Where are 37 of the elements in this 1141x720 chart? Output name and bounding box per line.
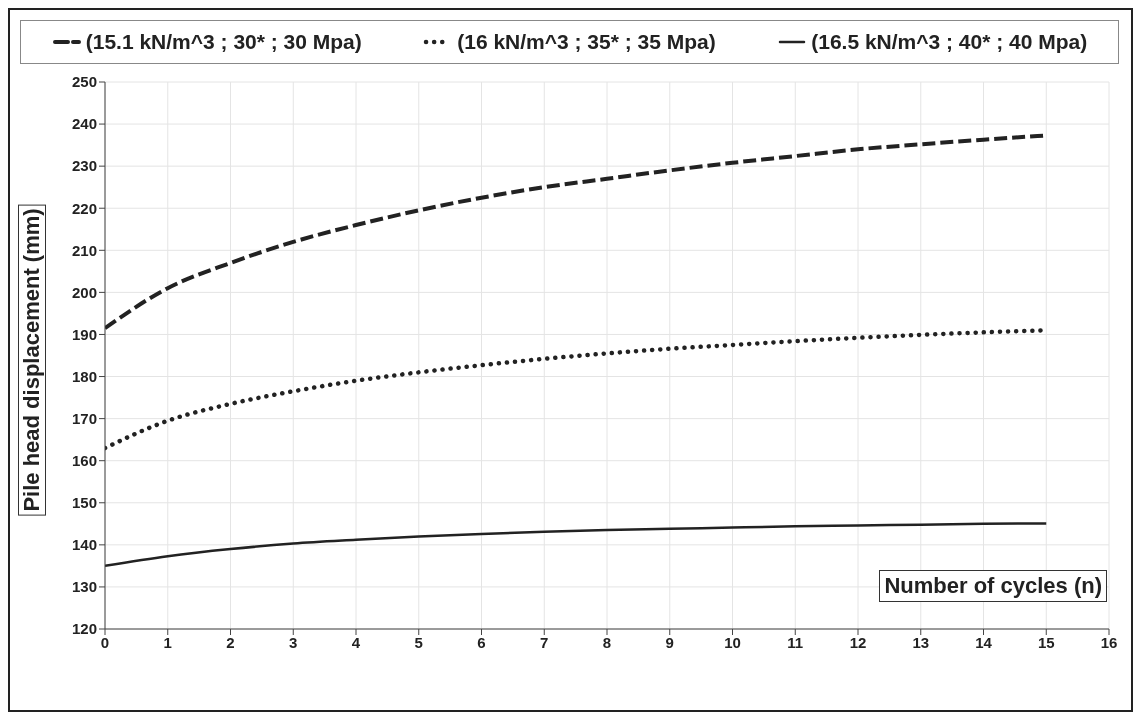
x-tick-label: 3 (289, 633, 298, 651)
y-tick-label: 200 (71, 283, 97, 301)
x-tick-label: 6 (477, 633, 486, 651)
x-tick-label: 9 (665, 633, 674, 651)
y-tick-label: 190 (71, 325, 97, 343)
legend-label: (16 kN/m^3 ; 35* ; 35 Mpa) (457, 30, 716, 54)
y-tick-label: 250 (71, 73, 97, 91)
x-tick-label: 4 (351, 633, 361, 651)
x-tick-label: 8 (602, 633, 612, 651)
y-tick-label: 230 (71, 157, 97, 175)
x-tick-label: 16 (1100, 633, 1118, 651)
y-tick-label: 160 (71, 452, 97, 470)
x-tick-label: 13 (912, 633, 930, 651)
y-tick-label: 170 (71, 409, 97, 427)
y-tick-label: 240 (71, 115, 97, 133)
x-tick-label: 5 (414, 633, 423, 651)
x-tick-label: 14 (975, 633, 993, 651)
y-tick-label: 220 (71, 199, 97, 217)
x-tick-label: 7 (540, 633, 549, 651)
y-tick-label: 180 (71, 367, 97, 385)
x-tick-label: 2 (226, 633, 235, 651)
x-tick-label: 0 (100, 633, 110, 651)
x-tick-label: 15 (1037, 633, 1055, 651)
x-tick-label: 11 (787, 633, 804, 651)
legend-label: (15.1 kN/m^3 ; 30* ; 30 Mpa) (85, 30, 362, 54)
y-tick-label: 140 (71, 536, 97, 554)
y-tick-label: 210 (71, 241, 97, 259)
x-tick-label: 1 (163, 633, 172, 651)
legend-label: (16.5 kN/m^3 ; 40* ; 40 Mpa) (811, 30, 1088, 54)
y-tick-label: 150 (71, 494, 97, 512)
x-tick-label: 10 (724, 633, 741, 651)
line-series (105, 522, 1048, 568)
x-axis-title: Number of cycles (n) (879, 570, 1107, 602)
y-axis-title: Pile head displacement (mm) (18, 204, 46, 516)
y-tick-label: 120 (71, 620, 97, 638)
y-tick-label: 130 (71, 578, 97, 596)
x-tick-label: 12 (849, 633, 867, 651)
